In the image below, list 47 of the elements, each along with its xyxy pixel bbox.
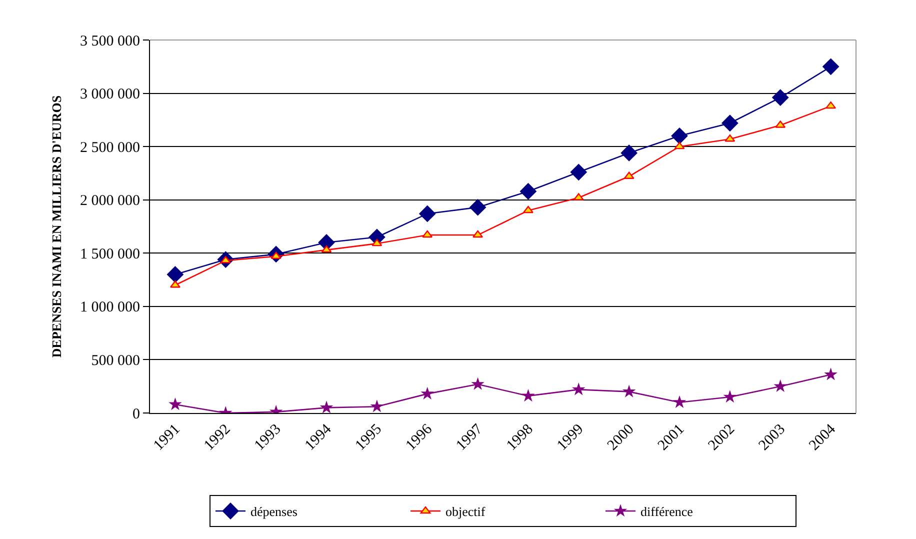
x-tick-label: 2001 (655, 421, 688, 454)
point (472, 230, 484, 238)
y-tick-label: 1 500 000 (80, 246, 140, 262)
point (168, 397, 182, 410)
point (522, 388, 535, 402)
x-tick-label: 1992 (201, 421, 234, 454)
point (522, 206, 534, 214)
y-tick-label: 2 000 000 (80, 193, 140, 210)
point (620, 144, 638, 162)
point (320, 400, 334, 413)
x-tick-label: 1999 (554, 421, 587, 454)
point (372, 238, 382, 246)
point (774, 379, 788, 392)
point (469, 198, 486, 216)
point (721, 114, 738, 132)
point (520, 182, 537, 200)
legend-label: dépenses (250, 504, 298, 520)
point (674, 142, 685, 150)
x-tick-label: 1991 (150, 421, 184, 454)
point (824, 368, 838, 380)
point (166, 266, 184, 283)
legend-label: différence (640, 504, 694, 520)
point (671, 127, 688, 144)
point (826, 101, 836, 109)
point (624, 172, 634, 180)
point (570, 164, 588, 181)
y-tick-label: 3 000 000 (80, 86, 140, 103)
y-tick-label: 2 500 000 (80, 140, 140, 156)
point (418, 205, 436, 222)
point (672, 395, 686, 408)
x-tick-label: 1993 (252, 421, 284, 454)
point (622, 384, 636, 398)
point (723, 390, 737, 403)
point (822, 58, 840, 76)
point (471, 377, 484, 390)
point (370, 400, 384, 412)
point (772, 89, 789, 106)
point (422, 230, 433, 238)
point (321, 245, 332, 253)
point (420, 386, 434, 400)
point (572, 382, 586, 396)
y-axis-title: DEPENSES INAMI EN MILLIERS D'EUROS (48, 95, 64, 358)
y-tick-label: 500 000 (91, 352, 140, 369)
y-tick-label: 1 000 000 (80, 300, 140, 316)
y-tick-label: 0 (132, 406, 140, 422)
y-tick-label: 3 500 000 (80, 33, 140, 50)
legend-label: objectif (446, 504, 486, 520)
